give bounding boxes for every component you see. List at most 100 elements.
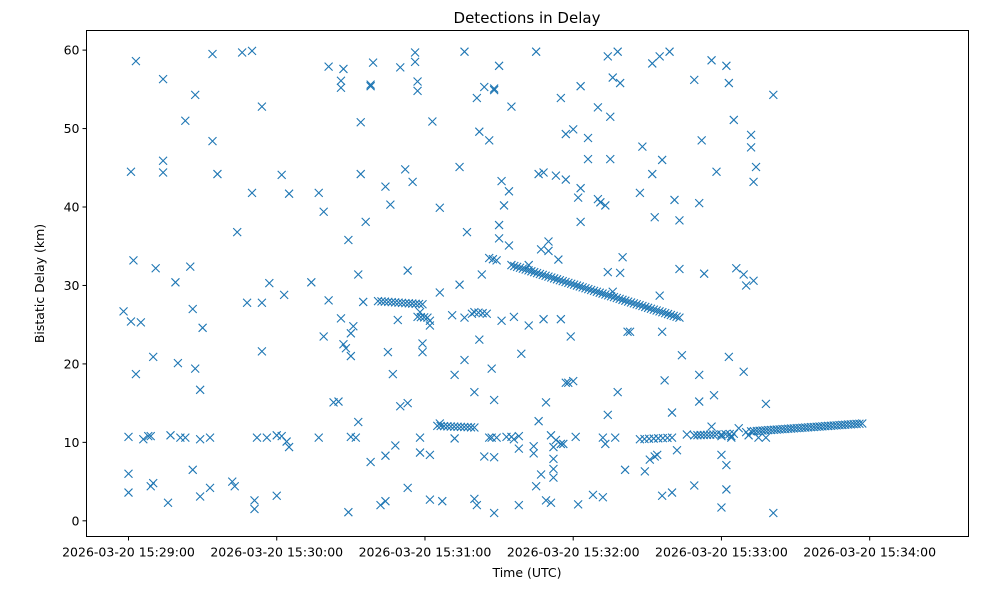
detection-point <box>588 490 598 500</box>
detection-point <box>524 321 534 330</box>
detection-point <box>589 286 599 296</box>
detection-point <box>672 445 682 455</box>
detection-point <box>650 212 660 222</box>
detection-point <box>646 304 656 314</box>
detection-point <box>677 350 687 360</box>
detection-point <box>190 90 200 100</box>
detection-point <box>561 277 570 287</box>
y-tick-label: 60 <box>64 43 80 58</box>
detection-point <box>615 268 625 278</box>
detection-point <box>482 309 492 319</box>
detection-point <box>414 299 424 309</box>
detection-point <box>535 269 545 279</box>
detection-point <box>571 432 581 442</box>
detection-point <box>419 312 429 322</box>
detection-point <box>615 78 625 88</box>
detection-point <box>563 378 573 388</box>
x-tick-label: 2026-03-20 15:34:00 <box>803 545 936 560</box>
detection-point <box>180 116 190 126</box>
detection-point <box>558 276 568 286</box>
detection-point <box>250 504 259 514</box>
detection-point <box>489 84 499 93</box>
detection-point <box>675 264 684 274</box>
detection-point <box>583 154 593 164</box>
detection-point <box>477 270 487 279</box>
detection-point <box>613 47 623 57</box>
detection-point <box>541 397 551 407</box>
detection-point <box>314 188 324 198</box>
detection-point <box>383 347 393 357</box>
detection-point <box>390 441 400 450</box>
detection-point <box>603 290 613 300</box>
detection-point <box>455 280 464 290</box>
detection-point <box>446 422 456 431</box>
detection-point <box>466 422 476 432</box>
detection-point <box>635 434 645 444</box>
detection-point <box>252 433 262 443</box>
detection-point <box>469 423 479 432</box>
x-tick-label: 2026-03-20 15:31:00 <box>359 545 492 560</box>
detection-point <box>694 370 704 380</box>
detection-point <box>348 321 358 331</box>
detection-point <box>336 314 346 323</box>
detection-point <box>561 175 571 184</box>
detection-point <box>366 457 376 467</box>
detection-point <box>721 460 731 470</box>
detection-point <box>672 312 681 322</box>
detection-point <box>553 255 563 264</box>
detection-point <box>660 308 670 318</box>
detection-point <box>620 296 630 306</box>
detection-point <box>586 285 596 295</box>
detection-point <box>195 385 205 395</box>
detection-point <box>694 397 704 406</box>
detection-point <box>499 201 509 210</box>
detection-point <box>643 303 653 313</box>
detection-point <box>425 450 435 460</box>
detection-point <box>608 73 618 82</box>
y-tick-label: 40 <box>64 200 80 215</box>
detection-point <box>667 433 677 443</box>
y-tick-label: 20 <box>64 356 80 371</box>
detection-point <box>324 62 334 71</box>
detection-point <box>257 346 267 356</box>
detection-point <box>509 434 519 444</box>
detection-point <box>126 167 136 177</box>
detection-point <box>489 508 499 518</box>
detection-point <box>497 176 506 186</box>
detection-point <box>640 466 650 476</box>
detection-point <box>403 266 413 275</box>
detection-point <box>314 433 324 443</box>
detection-point <box>638 301 647 311</box>
detection-point <box>507 102 516 111</box>
detection-point <box>158 168 168 177</box>
detection-point <box>709 390 719 400</box>
detection-point <box>699 430 709 440</box>
detection-point <box>739 270 749 279</box>
x-tick-label: 2026-03-20 15:29:00 <box>62 545 195 560</box>
detection-point <box>526 266 536 276</box>
detection-point <box>552 274 562 284</box>
detection-point <box>319 207 329 217</box>
detection-point <box>124 469 133 479</box>
detection-point <box>699 269 709 279</box>
detection-point <box>460 47 469 57</box>
detection-point <box>492 433 502 443</box>
detection-point <box>615 294 625 304</box>
detection-point <box>717 430 726 439</box>
detection-point <box>626 298 636 307</box>
detection-point <box>185 262 195 272</box>
x-axis-ticks: 2026-03-20 15:29:00 2026-03-20 15:30:00 20… <box>62 536 936 560</box>
detection-point <box>373 296 383 306</box>
detection-point <box>693 430 702 440</box>
detection-point <box>415 433 425 443</box>
detection-point <box>129 255 138 265</box>
detection-point <box>284 442 294 452</box>
detection-point <box>682 430 692 439</box>
detection-point <box>460 355 469 365</box>
detection-point <box>657 327 667 337</box>
detection-point <box>655 51 665 61</box>
detection-point <box>581 283 590 293</box>
detection-point <box>455 162 464 172</box>
detection-point <box>707 55 716 65</box>
detection-point <box>462 227 472 237</box>
